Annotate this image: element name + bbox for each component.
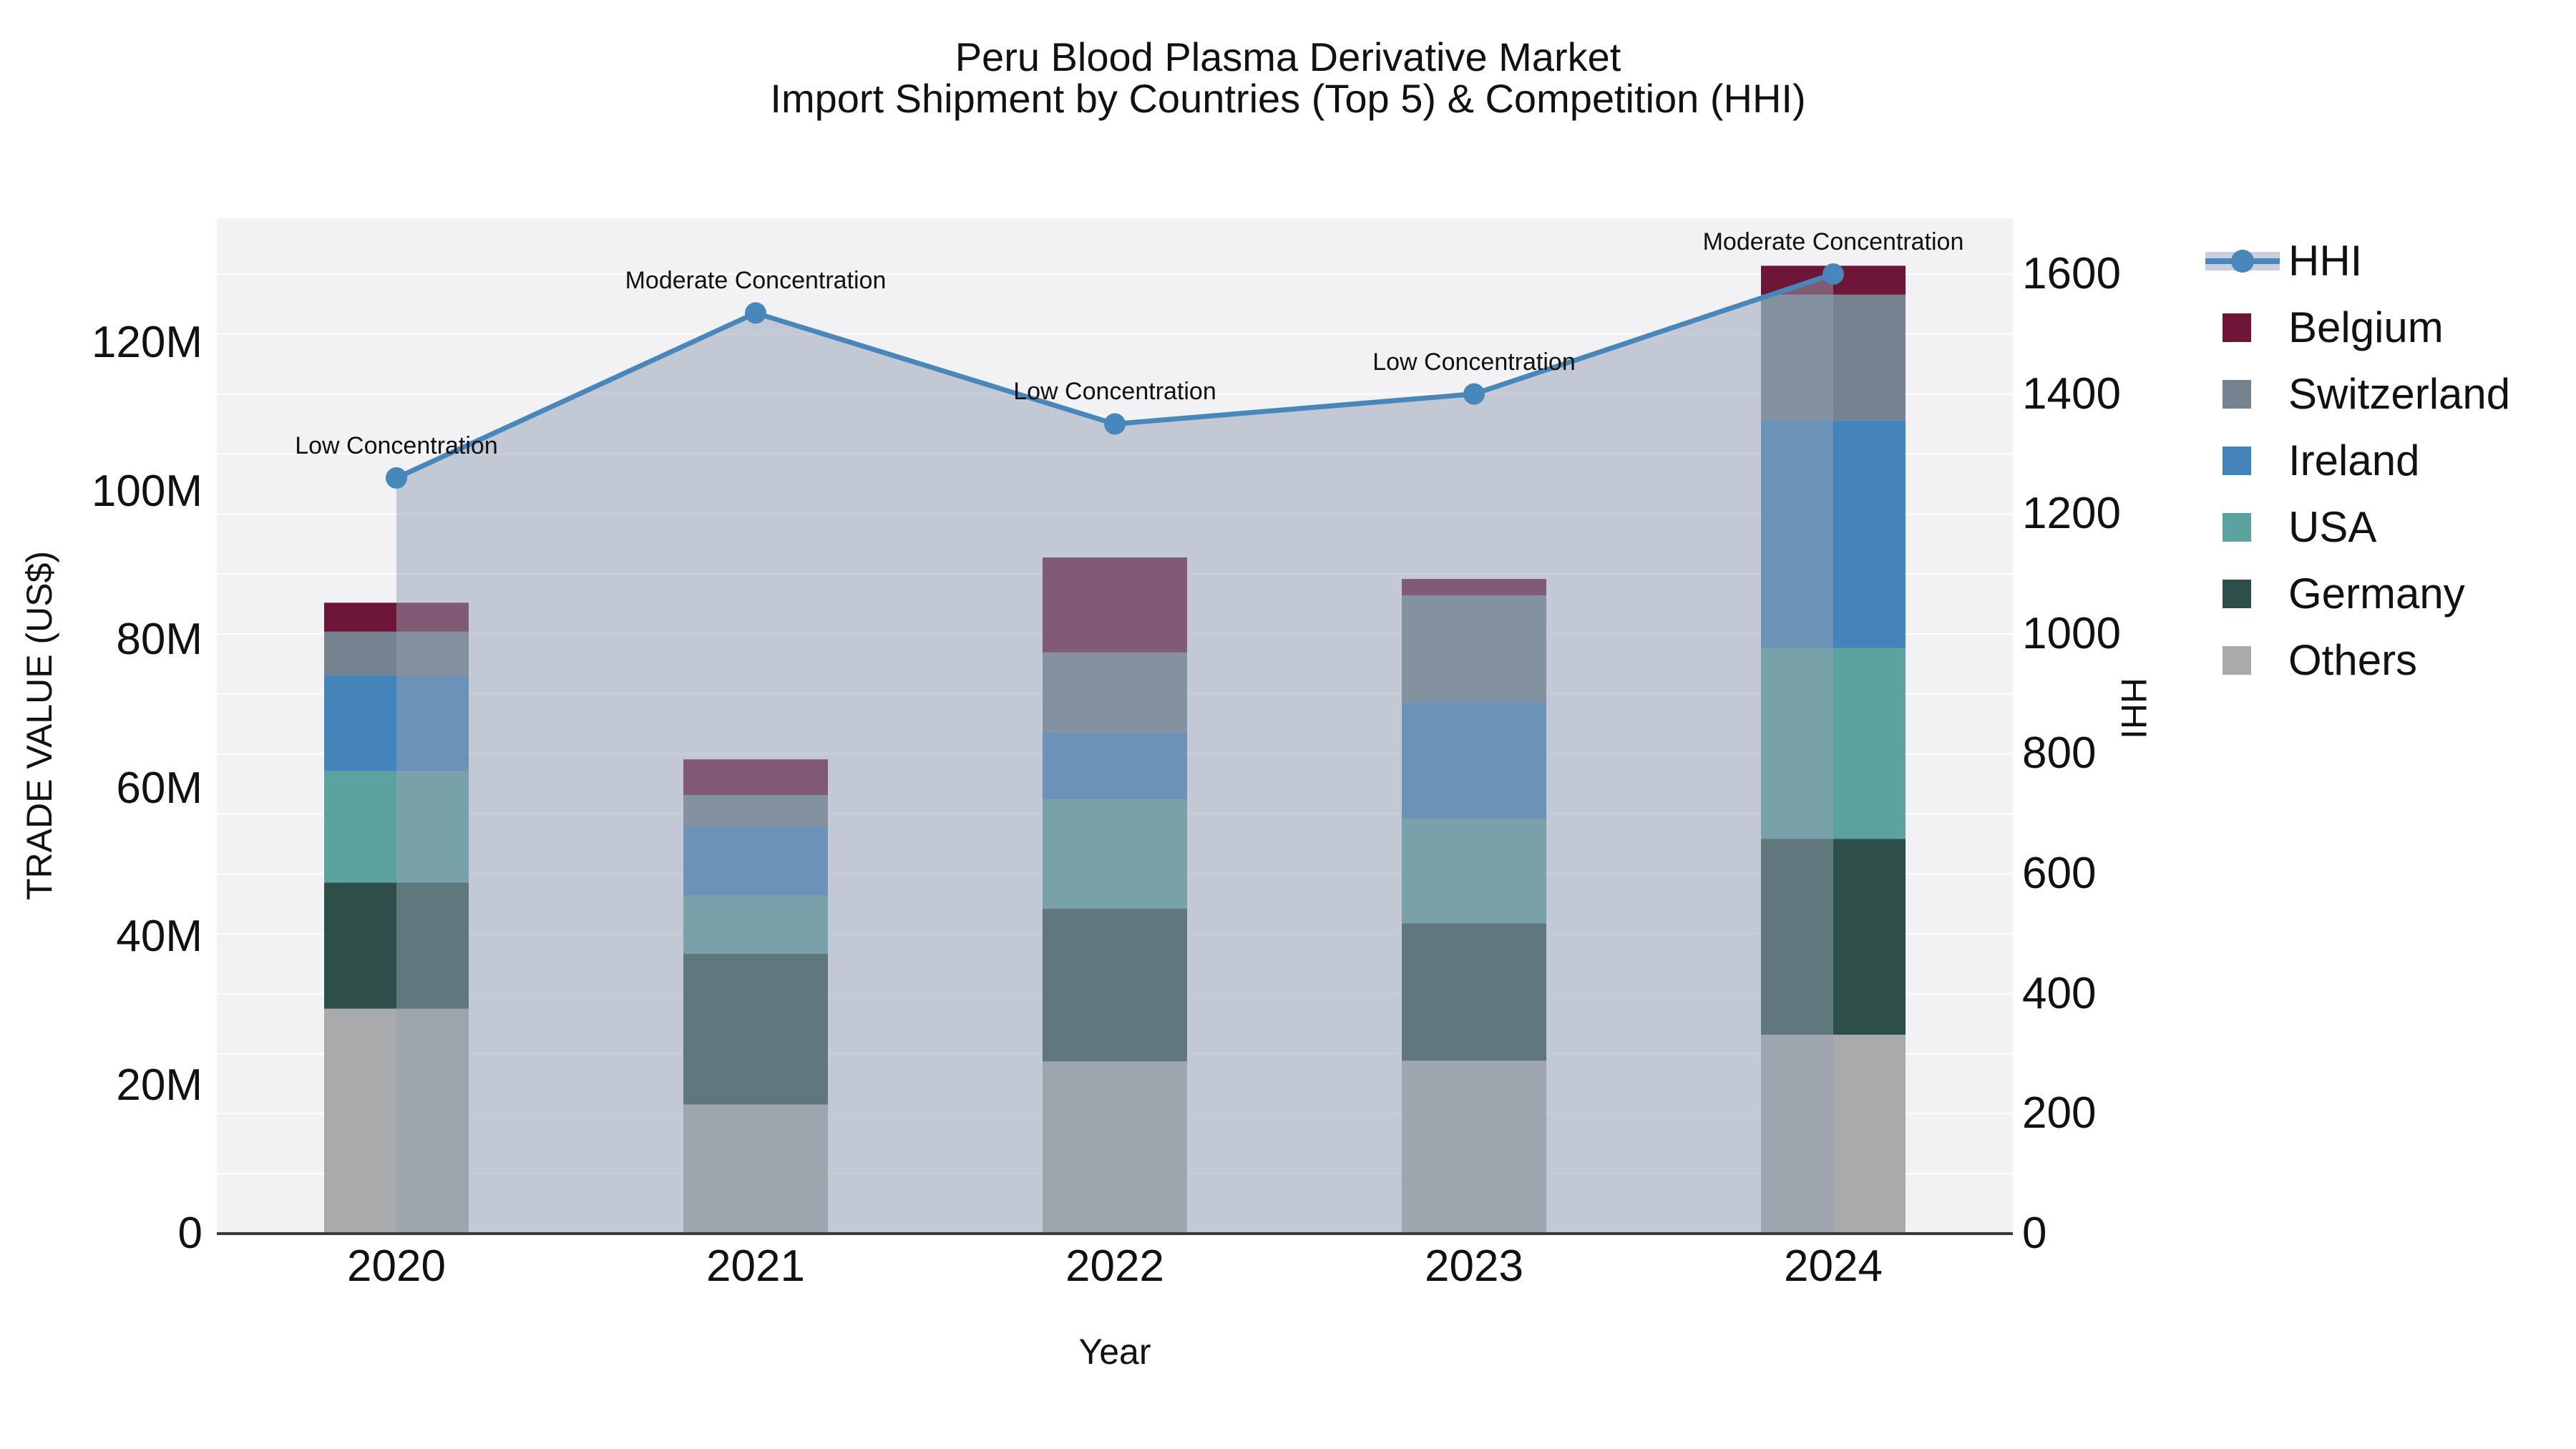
hhi-marker-2021: [745, 302, 766, 324]
left-tick-label: 0: [177, 1209, 203, 1258]
right-tick-label: 800: [2022, 728, 2097, 779]
x-tick-label: 2022: [1065, 1241, 1164, 1291]
left-tick-label: 60M: [116, 763, 203, 813]
x-tick-label: 2020: [347, 1241, 446, 1291]
legend-hhi-marker-icon: [2231, 250, 2254, 273]
hhi-annotation: Moderate Concentration: [625, 267, 887, 295]
legend-item-usa[interactable]: USA: [2288, 503, 2377, 551]
legend-item-germany[interactable]: Germany: [2288, 570, 2465, 618]
legend-item-others[interactable]: Others: [2288, 636, 2418, 684]
right-tick-label: 200: [2022, 1088, 2097, 1138]
right-tick-label: 1600: [2022, 248, 2121, 298]
legend-swatch-ireland: [2223, 447, 2251, 475]
hhi-marker-2022: [1104, 413, 1126, 435]
legend-swatch-others: [2223, 646, 2251, 675]
legend-item-ireland[interactable]: Ireland: [2288, 436, 2420, 484]
hhi-marker-2020: [386, 467, 407, 489]
right-tick-label: 1000: [2022, 608, 2121, 658]
x-tick-label: 2024: [1784, 1241, 1883, 1291]
left-tick-label: 100M: [91, 466, 203, 516]
x-tick-label: 2021: [706, 1241, 805, 1291]
x-axis-title: Year: [1078, 1332, 1151, 1372]
legend-swatch-usa: [2223, 513, 2251, 542]
legend-item-switzerland[interactable]: Switzerland: [2288, 370, 2511, 418]
hhi-marker-2024: [1823, 263, 1844, 285]
x-tick-label: 2023: [1425, 1241, 1523, 1291]
right-tick-label: 0: [2022, 1209, 2047, 1258]
right-axis-title: HHI: [2114, 677, 2154, 740]
hhi-annotation: Moderate Concentration: [1702, 228, 1964, 255]
hhi-marker-2023: [1463, 383, 1485, 405]
hhi-annotation: Low Concentration: [1013, 378, 1216, 406]
legend-item-hhi[interactable]: HHI: [2288, 237, 2363, 285]
right-tick-label: 600: [2022, 849, 2097, 899]
left-tick-label: 40M: [116, 912, 203, 962]
left-tick-label: 80M: [116, 615, 203, 665]
left-tick-label: 120M: [91, 318, 203, 368]
legend-swatch-germany: [2223, 580, 2251, 608]
right-tick-label: 1400: [2022, 369, 2121, 419]
left-axis-title: TRADE VALUE (US$): [19, 550, 59, 901]
hhi-annotation: Low Concentration: [1372, 348, 1576, 376]
chart-title-line1: Peru Blood Plasma Derivative Market: [955, 34, 1621, 79]
legend-swatch-belgium: [2223, 313, 2251, 342]
chart-title-line2: Import Shipment by Countries (Top 5) & C…: [770, 76, 1806, 121]
right-tick-label: 400: [2022, 968, 2097, 1018]
hhi-annotation: Low Concentration: [295, 431, 498, 459]
left-tick-label: 20M: [116, 1060, 203, 1110]
hhi-area-fill: [396, 273, 1833, 1234]
legend-swatch-switzerland: [2223, 380, 2251, 409]
legend-item-belgium[interactable]: Belgium: [2288, 303, 2444, 351]
right-tick-label: 1200: [2022, 489, 2121, 539]
